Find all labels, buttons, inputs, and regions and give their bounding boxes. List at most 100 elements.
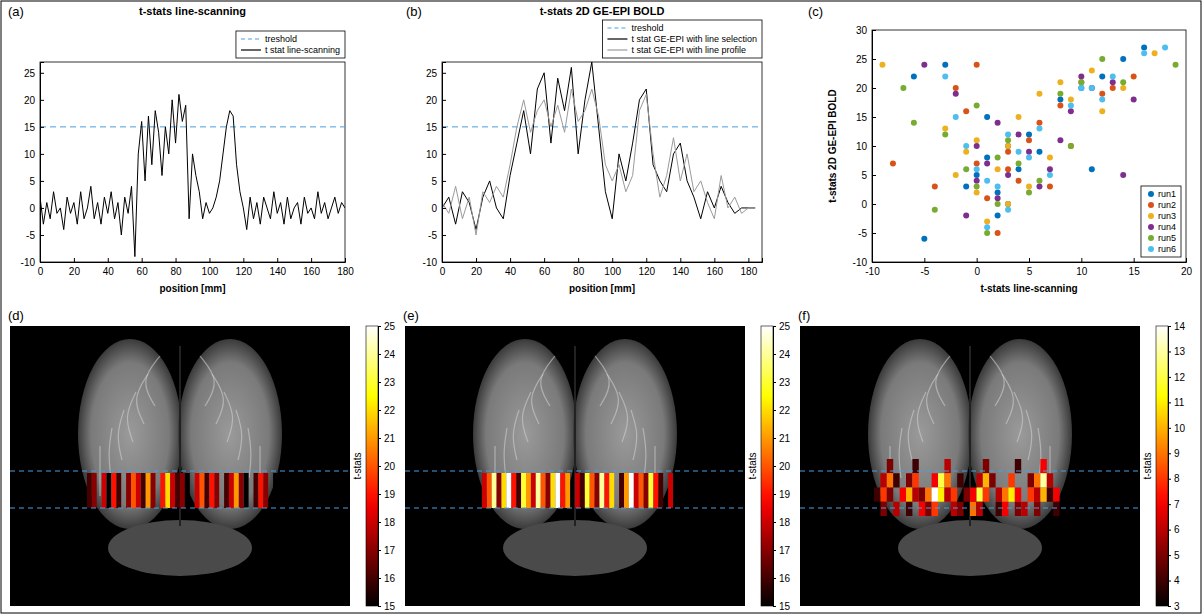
heat-cell [912,473,918,487]
heat-cell [989,473,995,487]
y-axis-tick: -10 [853,257,876,268]
heat-cell [482,473,487,508]
heat-cell [932,488,938,502]
colorbar-axis-tick-mark [1168,428,1171,429]
scatter-point [942,73,948,79]
colorbar-axis-tick: 24 [773,349,791,360]
x-axis-tick-mark [977,258,978,262]
x-axis-tick: 40 [103,258,115,277]
y-axis-tick: 15 [426,122,446,133]
heat-cell [919,488,925,502]
plot-frame [872,30,1186,262]
colorbar-axis-tick: 23 [773,377,791,388]
heat-cell [229,473,234,508]
heat-cell [951,502,957,516]
y-axis-tick: 0 [861,199,876,210]
x-axis-tick: 80 [573,258,585,277]
heat-cell [1040,488,1046,502]
gyrus [619,392,628,442]
gyrus [595,356,609,406]
colorbar-axis-tick-mark [1168,581,1171,582]
gyrus [908,410,914,460]
x-axis-tick: 60 [137,258,149,277]
colorbar-axis-tick-label: 15 [779,601,791,612]
colorbar-axis-tick-label: 5 [1174,550,1180,561]
series-line [40,94,345,256]
scatter-point [1057,79,1063,85]
colorbar-axis-tick: 10 [1168,423,1186,434]
scatter-point [911,120,917,126]
heat-cell [116,473,121,508]
gyrus [513,410,519,460]
x-axis-tick-mark [1029,258,1030,262]
colorbar-axis-tick-mark [773,382,776,383]
colorbar-axis-tick-mark [1168,606,1171,607]
heat-cell [580,473,585,508]
heat-cell [1040,473,1046,487]
scatter-point [995,195,1001,201]
x-axis-tick-label: -10 [865,266,880,277]
scatter-point [1078,85,1084,91]
legend-label: treshold [265,34,297,44]
scatter-point [1036,91,1042,97]
x-axis-tick-mark [1081,258,1082,262]
gyrus [990,356,1004,406]
colorbar-axis-tick-mark [773,438,776,439]
scatter-point [1005,149,1011,155]
x-axis-tick-mark [578,258,579,262]
colorbar-axis-tick: 6 [1168,524,1180,535]
legend-box [236,31,345,58]
legend-swatch [1148,235,1154,241]
y-axis-tick-mark [872,233,876,234]
colorbar-axis-tick-label: 21 [384,433,396,444]
hemisphere [868,339,972,529]
heat-cell [551,473,556,508]
legend-swatch [1148,191,1154,197]
x-axis-tick-mark [714,258,715,262]
scatter-point [900,85,906,91]
scatter-point [984,230,990,236]
y-axis-tick-mark [442,208,446,209]
hemisphere [968,339,1072,529]
x-axis-tick-mark [176,258,177,262]
heat-cell [970,502,976,516]
scatter-point [879,62,885,68]
gyrus [1002,374,1013,424]
scatter-point [1131,73,1137,79]
slab-line [800,508,1140,509]
x-axis-tick: 160 [303,258,320,277]
x-axis-tick: 60 [539,258,551,277]
scatter-point [1036,184,1042,190]
colorbar-axis-tick-label: 23 [779,377,791,388]
colorbar-axis-tick-mark [773,522,776,523]
heat-cell [487,473,492,508]
legend-label: run5 [1158,233,1176,243]
y-axis-tick-label: -5 [428,230,437,241]
x-axis-tick: 0 [974,258,980,277]
colorbar-axis: 1516171819202122232425 [378,321,396,612]
x-axis-tick-mark [646,258,647,262]
legend-label: t stat line-scanning [265,45,340,55]
x-axis-tick-label: 180 [337,266,354,277]
colorbar-axis-tick-label: 18 [779,517,791,528]
y-axis-tick-mark [872,204,876,205]
heat-cell [976,502,982,516]
heat-cell [146,473,151,508]
colorbar-axis-tick-label: 16 [779,573,791,584]
x-axis-tick-label: 100 [604,266,621,277]
x-axis-tick-label: 5 [1027,266,1033,277]
scatter-point [1089,166,1095,172]
colorbar-axis-tick-label: 25 [384,321,396,332]
scatter-point [942,131,948,137]
panel-label: (e) [403,308,419,323]
x-axis-tick-label: 120 [638,266,655,277]
colorbar-axis-tick-label: 16 [384,573,396,584]
y-axis-tick-mark [442,100,446,101]
scatter-point [953,172,959,178]
x-axis-line [443,258,763,263]
heat-cell [492,473,497,508]
scatter-point [995,201,1001,207]
y-axis-tick: 10 [856,141,876,152]
heat-cell [575,473,580,508]
hemisphere [573,339,677,529]
